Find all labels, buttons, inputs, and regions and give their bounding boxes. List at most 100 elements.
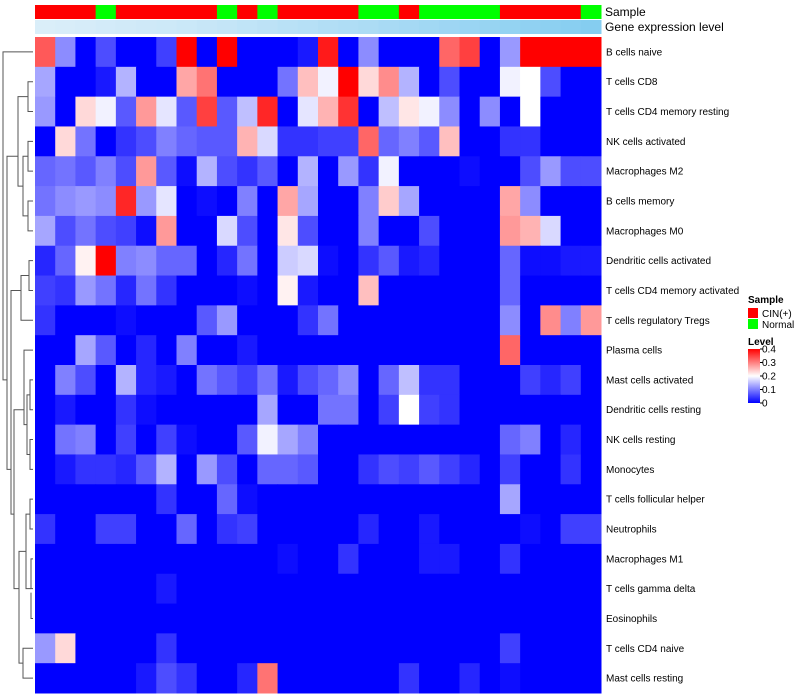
heatmap-cell bbox=[560, 365, 582, 396]
heatmap-cell bbox=[378, 603, 400, 634]
heatmap-cell bbox=[196, 186, 218, 217]
heatmap-cell bbox=[580, 156, 602, 187]
heatmap-cell bbox=[156, 305, 177, 336]
heatmap-cell bbox=[277, 96, 299, 127]
dendrogram-branch bbox=[27, 140, 33, 172]
heatmap-cell bbox=[216, 365, 238, 396]
heatmap-cell bbox=[95, 156, 117, 187]
heatmap-cell bbox=[216, 275, 238, 306]
heatmap-cell bbox=[216, 305, 238, 336]
heatmap-cell bbox=[297, 275, 319, 306]
heatmap-cell bbox=[520, 633, 541, 664]
heatmap-cell bbox=[560, 275, 582, 306]
heatmap-cell bbox=[75, 484, 97, 515]
heatmap-cell bbox=[95, 424, 117, 455]
heatmap-cell bbox=[459, 603, 481, 634]
expression-annot-cell bbox=[115, 20, 137, 34]
heatmap-cell bbox=[378, 573, 400, 605]
heatmap-cell bbox=[216, 603, 238, 634]
heatmap-cell bbox=[318, 543, 339, 575]
heatmap-cell bbox=[318, 156, 339, 187]
heatmap-cell bbox=[35, 514, 56, 545]
heatmap-cell bbox=[540, 633, 562, 664]
sample-annot-cell bbox=[136, 5, 157, 19]
heatmap-cell bbox=[520, 365, 541, 396]
heatmap-cell bbox=[297, 96, 319, 127]
heatmap-cell bbox=[55, 96, 76, 127]
heatmap-cell bbox=[35, 365, 56, 396]
heatmap-cell bbox=[540, 663, 562, 694]
heatmap-cell bbox=[439, 424, 460, 455]
heatmap-cell bbox=[136, 335, 157, 366]
heatmap-cell bbox=[35, 37, 56, 68]
heatmap-cell bbox=[540, 37, 562, 68]
row-label: Dendritic cells activated bbox=[606, 256, 711, 267]
heatmap-cell bbox=[318, 365, 339, 396]
heatmap-cell bbox=[176, 66, 198, 98]
heatmap-cell bbox=[156, 543, 177, 575]
gene-expression-annotation-label: Gene expression level bbox=[605, 20, 724, 34]
heatmap-cell bbox=[378, 394, 400, 426]
heatmap-cell bbox=[136, 37, 157, 68]
heatmap-cell bbox=[115, 245, 137, 277]
heatmap-cell bbox=[136, 186, 157, 217]
heatmap-cell bbox=[35, 186, 56, 217]
heatmap-cell bbox=[277, 37, 299, 68]
dendrogram-branch bbox=[10, 289, 21, 515]
heatmap-cell bbox=[318, 126, 339, 157]
row-label: Macrophages M2 bbox=[606, 167, 684, 178]
heatmap-cell bbox=[216, 96, 238, 127]
heatmap-cell bbox=[35, 603, 56, 634]
row-label: Mast cells activated bbox=[606, 375, 693, 386]
heatmap-cell bbox=[196, 335, 218, 366]
heatmap-cell bbox=[580, 514, 602, 545]
heatmap-cell bbox=[479, 186, 501, 217]
heatmap-cell bbox=[419, 156, 440, 187]
heatmap-cell bbox=[499, 335, 521, 366]
heatmap-cell bbox=[419, 37, 440, 68]
heatmap-cell bbox=[499, 96, 521, 127]
expression-annot-cell bbox=[176, 20, 198, 34]
heatmap-cell bbox=[580, 454, 602, 485]
sample-annot-cell bbox=[459, 5, 481, 19]
row-label: Mast cells resting bbox=[606, 674, 683, 685]
sample-annotation-bar bbox=[35, 5, 602, 19]
sample-annot-cell bbox=[338, 5, 359, 19]
heatmap-cell bbox=[499, 663, 521, 694]
heatmap-cell bbox=[419, 126, 440, 157]
level-tick-label: 0 bbox=[762, 399, 768, 410]
row-label: T cells CD4 naive bbox=[606, 644, 685, 655]
heatmap-cell bbox=[560, 335, 582, 366]
heatmap-cell bbox=[499, 37, 521, 68]
heatmap-cell bbox=[136, 514, 157, 545]
heatmap-cell bbox=[398, 96, 420, 127]
heatmap-cell bbox=[580, 603, 602, 634]
heatmap-cell bbox=[439, 394, 460, 426]
heatmap-cell bbox=[35, 66, 56, 98]
heatmap-cell bbox=[176, 245, 198, 277]
heatmap-cell bbox=[560, 454, 582, 485]
heatmap-cell bbox=[75, 633, 97, 664]
heatmap-cell bbox=[358, 275, 380, 306]
heatmap-cell bbox=[156, 126, 177, 157]
heatmap-cell bbox=[115, 215, 137, 247]
row-label: Macrophages M0 bbox=[606, 226, 684, 237]
heatmap-cell bbox=[55, 603, 76, 634]
heatmap-cell bbox=[176, 365, 198, 396]
heatmap-cell bbox=[277, 66, 299, 98]
legend-label-normal: Normal bbox=[762, 320, 794, 331]
heatmap-cell bbox=[338, 215, 359, 247]
heatmap-cell bbox=[136, 126, 157, 157]
legend-label-cin: CIN(+) bbox=[762, 309, 792, 320]
heatmap-cell bbox=[520, 37, 541, 68]
heatmap-cell bbox=[237, 66, 258, 98]
heatmap-cell bbox=[580, 394, 602, 426]
heatmap-cell bbox=[439, 365, 460, 396]
heatmap-cell bbox=[398, 663, 420, 694]
heatmap-cell bbox=[520, 543, 541, 575]
heatmap-cell bbox=[95, 603, 117, 634]
heatmap-cell bbox=[358, 484, 380, 515]
heatmap-cell bbox=[439, 245, 460, 277]
heatmap-cell bbox=[358, 365, 380, 396]
heatmap-cell bbox=[196, 156, 218, 187]
